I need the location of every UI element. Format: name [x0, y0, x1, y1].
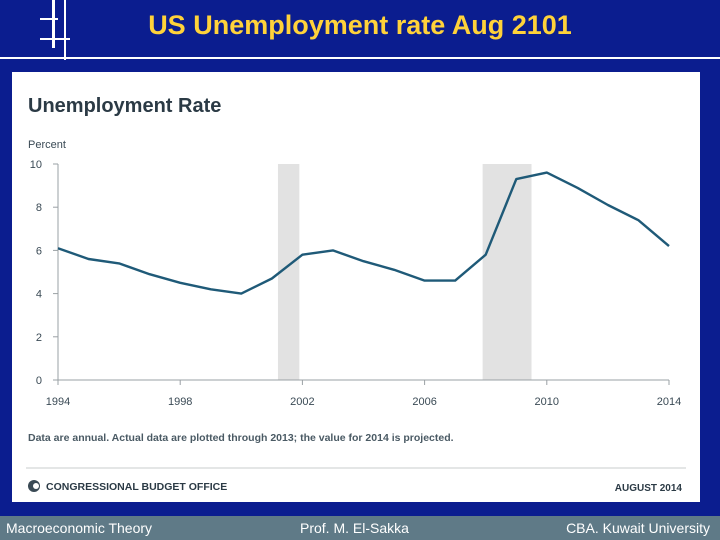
title-divider: [0, 57, 720, 59]
chart-panel: Unemployment Rate Percent 0 2 4 6 8 10 1994 1998 2…: [12, 72, 700, 502]
y-tick-label: 6: [36, 245, 42, 257]
decorative-bar: [40, 18, 58, 20]
chart-source: CONGRESSIONAL BUDGET OFFICE: [46, 481, 227, 493]
x-tick-label: 2010: [535, 396, 559, 408]
unemployment-chart: Unemployment Rate Percent 0 2 4 6 8 10 1994 1998 2…: [26, 95, 686, 494]
y-tick-label: 4: [36, 289, 42, 301]
x-tick-label: 2002: [290, 396, 314, 408]
x-tick-label: 1994: [46, 396, 70, 408]
decorative-bar: [40, 38, 70, 40]
cbo-logo-icon: [33, 483, 39, 489]
slide-footer: Macroeconomic Theory Prof. M. El-Sakka C…: [0, 516, 720, 540]
slide-title: US Unemployment rate Aug 2101: [148, 10, 572, 40]
decorative-bar: [52, 0, 55, 48]
decorative-bar: [64, 0, 66, 60]
professor-name: Prof. M. El-Sakka: [300, 520, 409, 536]
y-tick-label: 10: [30, 159, 42, 171]
recession-shading: [277, 164, 300, 380]
course-name: Macroeconomic Theory: [6, 520, 153, 536]
unemployment-line: [57, 171, 670, 295]
y-tick-label: 0: [36, 375, 42, 387]
institution-name: CBA. Kuwait University: [566, 520, 710, 536]
x-tick-label: 1998: [168, 396, 192, 408]
y-axis-label: Percent: [28, 139, 66, 151]
y-tick-label: 8: [36, 202, 42, 214]
x-tick-label: 2006: [412, 396, 436, 408]
chart-title: Unemployment Rate: [28, 95, 221, 117]
x-tick-label: 2014: [657, 396, 681, 408]
chart-note: Data are annual. Actual data are plotted…: [28, 432, 454, 444]
chart-date: AUGUST 2014: [615, 483, 683, 494]
recession-shading: [482, 164, 532, 380]
y-tick-label: 2: [36, 332, 42, 344]
